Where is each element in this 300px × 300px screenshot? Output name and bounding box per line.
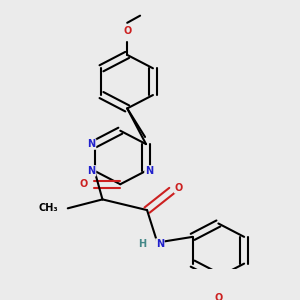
Text: O: O	[214, 292, 223, 300]
Text: N: N	[156, 239, 164, 249]
Text: CH₃: CH₃	[38, 203, 58, 213]
Text: O: O	[175, 183, 183, 193]
Text: O: O	[123, 26, 131, 36]
Text: N: N	[145, 166, 153, 176]
Text: H: H	[138, 239, 146, 249]
Text: N: N	[88, 166, 96, 176]
Text: N: N	[88, 139, 96, 149]
Text: O: O	[80, 179, 88, 189]
